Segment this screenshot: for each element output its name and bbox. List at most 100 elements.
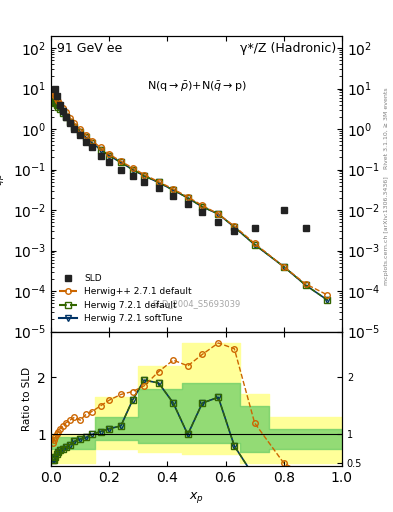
Herwig 7.2.1 default xyxy=(171,187,176,193)
Herwig++ 2.7.1 default xyxy=(68,115,72,121)
Herwig++ 2.7.1 default xyxy=(56,98,61,104)
Herwig++ 2.7.1 default xyxy=(200,202,205,208)
SLD xyxy=(232,228,237,234)
Line: Herwig++ 2.7.1 default: Herwig++ 2.7.1 default xyxy=(53,93,327,295)
Herwig 7.2.1 default xyxy=(119,159,123,165)
Herwig++ 2.7.1 default xyxy=(63,109,68,115)
Herwig 7.2.1 softTune xyxy=(185,195,190,201)
Herwig 7.2.1 default xyxy=(72,123,77,130)
Herwig 7.2.1 default xyxy=(78,129,83,135)
Herwig 7.2.1 softTune xyxy=(98,146,103,153)
Herwig 7.2.1 default xyxy=(98,146,103,153)
Herwig 7.2.1 default xyxy=(156,179,161,185)
Herwig++ 2.7.1 default xyxy=(252,240,257,246)
SLD xyxy=(55,93,59,99)
SLD xyxy=(61,108,65,114)
Herwig++ 2.7.1 default xyxy=(84,132,88,138)
Text: SLD_2004_S5693039: SLD_2004_S5693039 xyxy=(152,299,241,308)
Herwig 7.2.1 softTune xyxy=(156,179,161,185)
Herwig 7.2.1 softTune xyxy=(171,187,176,193)
SLD xyxy=(68,120,72,126)
SLD xyxy=(98,153,103,159)
Herwig++ 2.7.1 default xyxy=(50,90,55,96)
Herwig 7.2.1 default xyxy=(57,106,62,112)
Y-axis label: $R^{p}_{qp}$: $R^{p}_{qp}$ xyxy=(0,173,7,195)
Herwig 7.2.1 softTune xyxy=(142,173,147,179)
SLD xyxy=(84,139,88,145)
Herwig 7.2.1 default xyxy=(63,114,68,120)
Herwig 7.2.1 softTune xyxy=(90,140,94,146)
Legend: SLD, Herwig++ 2.7.1 default, Herwig 7.2.1 default, Herwig 7.2.1 softTune: SLD, Herwig++ 2.7.1 default, Herwig 7.2.… xyxy=(55,270,196,327)
Herwig 7.2.1 default xyxy=(325,297,330,303)
SLD xyxy=(281,207,286,213)
SLD xyxy=(303,225,308,231)
SLD xyxy=(200,209,205,215)
Herwig 7.2.1 softTune xyxy=(119,159,123,165)
Herwig 7.2.1 default xyxy=(84,134,88,140)
Line: Herwig 7.2.1 softTune: Herwig 7.2.1 softTune xyxy=(53,99,327,300)
SLD xyxy=(63,114,68,120)
Herwig++ 2.7.1 default xyxy=(130,165,135,171)
Herwig 7.2.1 softTune xyxy=(303,282,308,288)
Herwig 7.2.1 softTune xyxy=(281,264,286,270)
X-axis label: $x_p$: $x_p$ xyxy=(189,490,204,505)
Herwig 7.2.1 default xyxy=(303,282,308,288)
Text: 91 GeV ee: 91 GeV ee xyxy=(57,42,122,55)
Herwig 7.2.1 default xyxy=(61,110,65,116)
Herwig 7.2.1 softTune xyxy=(252,242,257,248)
SLD xyxy=(216,219,221,225)
Herwig 7.2.1 softTune xyxy=(325,297,330,303)
Herwig 7.2.1 default xyxy=(216,211,221,217)
Herwig 7.2.1 softTune xyxy=(53,99,58,105)
Herwig++ 2.7.1 default xyxy=(171,186,176,192)
Herwig++ 2.7.1 default xyxy=(325,292,330,298)
Herwig 7.2.1 softTune xyxy=(61,110,65,116)
Text: mcplots.cern.ch [arXiv:1306.3436]: mcplots.cern.ch [arXiv:1306.3436] xyxy=(384,176,389,285)
Line: SLD: SLD xyxy=(51,86,309,234)
Herwig 7.2.1 softTune xyxy=(57,106,62,112)
Herwig 7.2.1 softTune xyxy=(56,104,61,110)
Herwig 7.2.1 default xyxy=(107,153,112,159)
Herwig++ 2.7.1 default xyxy=(72,120,77,126)
Text: Rivet 3.1.10, ≥ 3M events: Rivet 3.1.10, ≥ 3M events xyxy=(384,87,389,169)
Herwig++ 2.7.1 default xyxy=(98,144,103,151)
Herwig 7.2.1 default xyxy=(68,119,72,125)
SLD xyxy=(90,144,94,151)
Herwig 7.2.1 default xyxy=(55,101,59,108)
Herwig++ 2.7.1 default xyxy=(119,158,123,164)
Herwig 7.2.1 default xyxy=(142,173,147,179)
Herwig 7.2.1 default xyxy=(51,98,56,104)
Herwig 7.2.1 softTune xyxy=(55,101,59,108)
Herwig 7.2.1 softTune xyxy=(84,134,88,140)
SLD xyxy=(252,225,257,231)
SLD xyxy=(52,87,57,93)
SLD xyxy=(130,173,135,179)
Herwig 7.2.1 softTune xyxy=(232,224,237,230)
SLD xyxy=(119,166,123,173)
Herwig++ 2.7.1 default xyxy=(57,101,62,107)
Herwig++ 2.7.1 default xyxy=(55,96,59,102)
Herwig 7.2.1 default xyxy=(53,99,58,105)
Herwig 7.2.1 default xyxy=(232,224,237,230)
Herwig++ 2.7.1 default xyxy=(53,93,58,99)
Herwig 7.2.1 softTune xyxy=(68,119,72,125)
SLD xyxy=(107,159,112,165)
Herwig 7.2.1 default xyxy=(130,166,135,173)
Herwig++ 2.7.1 default xyxy=(78,126,83,132)
Herwig 7.2.1 softTune xyxy=(63,114,68,120)
Text: N(q$\rightarrow\bar{p}$)+N($\bar{q}\rightarrow$p): N(q$\rightarrow\bar{p}$)+N($\bar{q}\righ… xyxy=(147,80,246,94)
Herwig 7.2.1 default xyxy=(200,204,205,210)
Herwig++ 2.7.1 default xyxy=(51,91,56,97)
Herwig++ 2.7.1 default xyxy=(216,211,221,217)
Herwig 7.2.1 default xyxy=(90,140,94,146)
SLD xyxy=(142,179,147,185)
Herwig 7.2.1 default xyxy=(185,195,190,201)
Herwig++ 2.7.1 default xyxy=(90,137,94,143)
Herwig 7.2.1 softTune xyxy=(200,204,205,210)
Herwig 7.2.1 default xyxy=(56,104,61,110)
Herwig 7.2.1 softTune xyxy=(78,129,83,135)
Herwig++ 2.7.1 default xyxy=(142,172,147,178)
Text: γ*/Z (Hadronic): γ*/Z (Hadronic) xyxy=(240,42,336,55)
SLD xyxy=(171,193,176,199)
Herwig++ 2.7.1 default xyxy=(232,223,237,229)
